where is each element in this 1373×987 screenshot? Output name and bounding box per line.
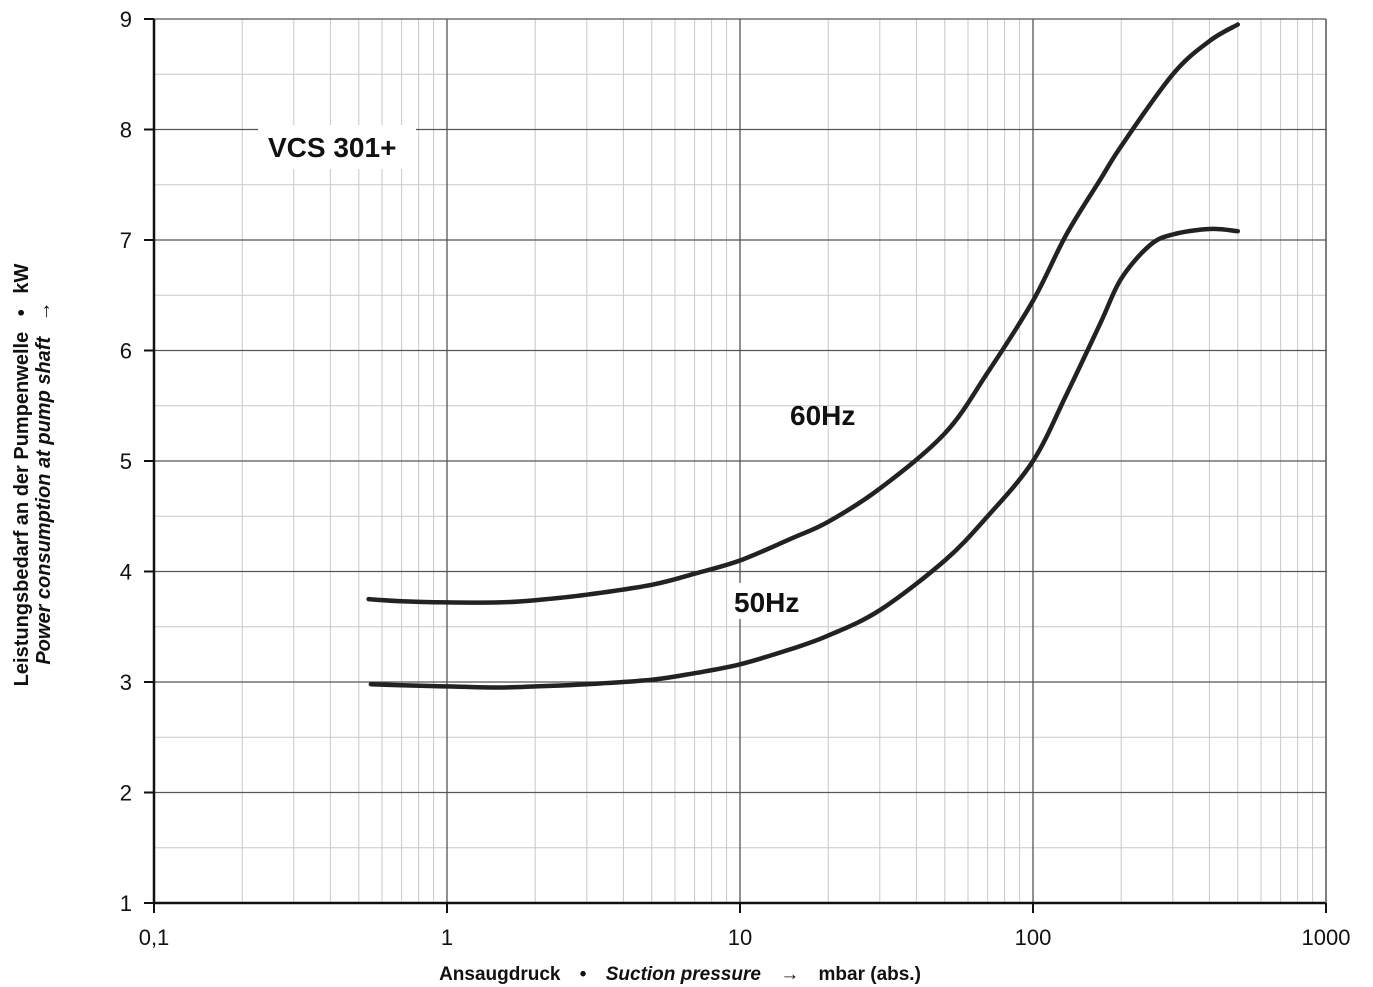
x-axis-label-arrow: → — [780, 964, 799, 985]
x-axis-label: Ansaugdruck • Suction pressure → mbar (a… — [439, 964, 921, 985]
y-axis-label-unit: kW — [11, 264, 33, 294]
y-tick-label: 2 — [120, 781, 132, 806]
x-tick-label: 0,1 — [139, 925, 170, 950]
y-axis-label-sep: • — [11, 309, 33, 316]
y-tick-label: 8 — [120, 118, 132, 143]
y-tick-label: 3 — [120, 670, 132, 695]
x-axis-label-de: Ansaugdruck — [439, 964, 561, 985]
x-tick-label: 1 — [441, 925, 453, 950]
y-tick-labels: 1 2 3 4 5 6 7 8 9 — [120, 7, 132, 916]
y-axis-label-de: Leistungsbedarf an der Pumpenwelle — [11, 332, 33, 687]
series-line-60hz — [366, 22, 1241, 605]
y-axis-label-line2: Power consumption at pump shaft → — [33, 301, 55, 664]
x-tick-labels: 0,1 1 10 100 1000 — [139, 925, 1351, 950]
x-axis-label-en: Suction pressure — [606, 964, 762, 985]
series-curves — [366, 22, 1241, 690]
y-axis-label-line1: Leistungsbedarf an der Pumpenwelle • kW — [11, 264, 33, 687]
title-background — [258, 125, 416, 169]
y-axis-label-arrow: → — [33, 301, 55, 321]
chart-title: VCS 301+ — [268, 132, 396, 163]
series-line-50hz — [368, 226, 1241, 690]
y-tick-label: 6 — [120, 339, 132, 364]
series-label-60hz: 60Hz — [790, 400, 855, 431]
y-tick-label: 7 — [120, 228, 132, 253]
x-axis-label-sep: • — [580, 964, 587, 985]
x-tick-label: 10 — [728, 925, 752, 950]
x-axis-label-unit: mbar (abs.) — [819, 964, 921, 985]
series-label-50hz: 50Hz — [734, 587, 799, 618]
y-tick-label: 4 — [120, 560, 132, 585]
x-tick-label: 1000 — [1302, 925, 1351, 950]
series-label-50hz-background — [728, 583, 818, 619]
axes — [144, 18, 1327, 913]
y-axis-label: Leistungsbedarf an der Pumpenwelle • kW … — [11, 264, 55, 687]
y-tick-label: 5 — [120, 449, 132, 474]
y-tick-label: 9 — [120, 7, 132, 32]
x-tick-label: 100 — [1015, 925, 1052, 950]
y-axis-label-en: Power consumption at pump shaft — [33, 336, 55, 665]
y-tick-label: 1 — [120, 891, 132, 916]
